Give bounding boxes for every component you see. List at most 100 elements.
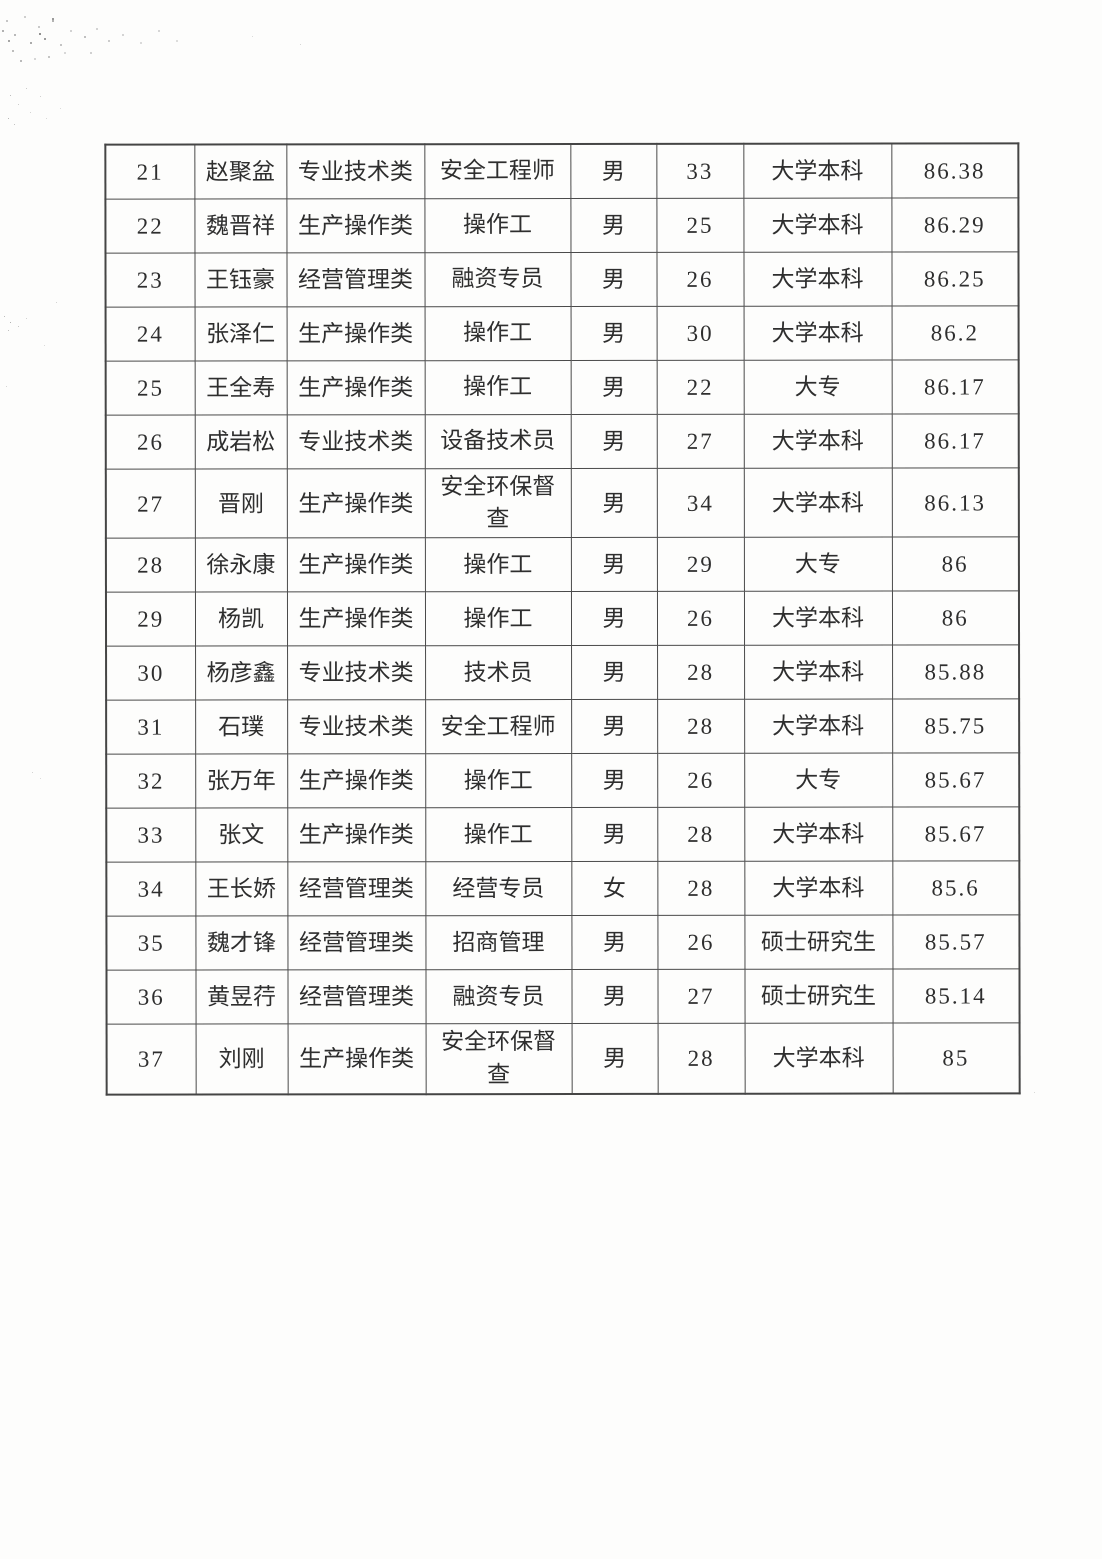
cell-age: 28 bbox=[657, 1023, 745, 1094]
cell-score: 86 bbox=[891, 537, 1019, 592]
table-row: 32 张万年 生产操作类 操作工 男 26 大专 85.67 bbox=[106, 753, 1020, 809]
cell-position: 安全环保督查 bbox=[425, 1023, 572, 1094]
cell-rank: 36 bbox=[106, 970, 196, 1025]
cell-category: 专业技术类 bbox=[287, 646, 426, 701]
cell-category: 经营管理类 bbox=[287, 970, 426, 1025]
cell-name: 张泽仁 bbox=[194, 306, 287, 362]
cell-name: 刘刚 bbox=[195, 1024, 288, 1095]
cell-education: 硕士研究生 bbox=[744, 915, 893, 970]
table-row: 29 杨凯 生产操作类 操作工 男 26 大学本科 86 bbox=[105, 591, 1020, 647]
cell-position-text: 操作工 bbox=[463, 374, 533, 400]
cell-age: 28 bbox=[657, 807, 745, 862]
cell-category: 生产操作类 bbox=[286, 468, 425, 539]
cell-education: 硕士研究生 bbox=[744, 969, 893, 1024]
cell-score: 85.57 bbox=[892, 915, 1020, 970]
cell-position: 操作工 bbox=[424, 198, 571, 253]
cell-name: 王长娇 bbox=[195, 862, 288, 917]
cell-position: 安全工程师 bbox=[424, 143, 571, 199]
cell-position-text: 操作工 bbox=[463, 605, 533, 631]
cell-score: 85.67 bbox=[892, 753, 1020, 808]
cell-age: 25 bbox=[656, 198, 744, 253]
table-row: 31 石璞 专业技术类 安全工程师 男 28 大学本科 85.75 bbox=[106, 699, 1020, 755]
cell-score: 86.25 bbox=[891, 251, 1019, 307]
cell-gender: 男 bbox=[570, 414, 657, 469]
cell-gender: 男 bbox=[571, 807, 658, 862]
cell-name: 晋刚 bbox=[194, 468, 287, 539]
cell-education: 大学本科 bbox=[743, 198, 892, 253]
cell-category: 经营管理类 bbox=[286, 252, 425, 307]
cell-gender: 男 bbox=[571, 645, 658, 700]
cell-education: 大专 bbox=[743, 537, 892, 592]
cell-age: 26 bbox=[656, 252, 744, 307]
cell-age: 27 bbox=[657, 969, 745, 1024]
cell-rank: 26 bbox=[105, 415, 195, 470]
cell-age: 26 bbox=[656, 591, 745, 646]
cell-age: 26 bbox=[657, 753, 745, 808]
cell-name: 赵聚盆 bbox=[194, 144, 287, 200]
cell-education: 大学本科 bbox=[743, 252, 892, 307]
cell-education: 大学本科 bbox=[744, 699, 893, 754]
cell-gender: 男 bbox=[571, 969, 658, 1024]
cell-category: 生产操作类 bbox=[286, 538, 425, 593]
cell-age: 26 bbox=[657, 915, 745, 970]
table-row: 23 王钰豪 经营管理类 融资专员 男 26 大学本科 86.25 bbox=[105, 251, 1019, 308]
cell-category: 生产操作类 bbox=[286, 306, 425, 361]
cell-category: 生产操作类 bbox=[286, 592, 426, 647]
cell-age: 33 bbox=[656, 143, 744, 199]
cell-position: 经营专员 bbox=[425, 861, 572, 917]
cell-name: 王钰豪 bbox=[194, 252, 287, 308]
cell-position: 技术员 bbox=[425, 645, 572, 701]
cell-position: 操作工 bbox=[424, 537, 571, 593]
cell-name: 杨凯 bbox=[194, 592, 288, 647]
cell-position: 操作工 bbox=[424, 360, 571, 415]
cell-education: 大学本科 bbox=[744, 807, 893, 862]
cell-position-text: 招商管理 bbox=[452, 929, 545, 955]
cell-rank: 28 bbox=[105, 538, 195, 593]
cell-age: 28 bbox=[657, 861, 745, 916]
cell-position-text: 操作工 bbox=[463, 767, 533, 793]
cell-gender: 男 bbox=[571, 915, 658, 970]
cell-score: 85.14 bbox=[892, 969, 1020, 1024]
cell-position-text: 融资专员 bbox=[451, 266, 544, 292]
table-row: 34 王长娇 经营管理类 经营专员 女 28 大学本科 85.6 bbox=[106, 861, 1020, 917]
table-row: 36 黄昱荇 经营管理类 融资专员 男 27 硕士研究生 85.14 bbox=[106, 969, 1020, 1025]
cell-position-text: 经营专员 bbox=[452, 875, 545, 901]
cell-name: 成岩松 bbox=[194, 414, 287, 470]
scan-noise-speckles-fine bbox=[0, 0, 1, 1]
cell-gender: 男 bbox=[570, 252, 657, 307]
cell-gender: 男 bbox=[571, 1023, 658, 1094]
cell-rank: 32 bbox=[106, 754, 196, 809]
cell-score: 86.13 bbox=[891, 467, 1019, 538]
cell-education: 大学本科 bbox=[743, 143, 892, 199]
cell-position: 安全环保督查 bbox=[424, 468, 571, 539]
cell-rank: 23 bbox=[105, 253, 195, 308]
cell-rank: 37 bbox=[106, 1024, 196, 1095]
cell-position-text: 融资专员 bbox=[452, 983, 545, 1009]
cell-gender: 男 bbox=[571, 699, 658, 754]
cell-age: 22 bbox=[656, 360, 744, 415]
cell-score: 86.17 bbox=[891, 413, 1019, 469]
cell-score: 86.38 bbox=[891, 143, 1019, 199]
cell-category: 经营管理类 bbox=[287, 862, 426, 917]
cell-score: 85.6 bbox=[892, 861, 1020, 916]
cell-age: 29 bbox=[656, 537, 744, 592]
cell-category: 生产操作类 bbox=[287, 754, 426, 809]
table-row: 22 魏晋祥 生产操作类 操作工 男 25 大学本科 86.29 bbox=[105, 197, 1019, 254]
cell-category: 生产操作类 bbox=[286, 360, 425, 415]
cell-education: 大学本科 bbox=[743, 306, 892, 361]
table-row: 28 徐永康 生产操作类 操作工 男 29 大专 86 bbox=[105, 537, 1019, 593]
cell-name: 张文 bbox=[195, 808, 288, 863]
cell-education: 大专 bbox=[744, 753, 893, 808]
cell-position-text: 安全环保督查 bbox=[441, 1029, 557, 1087]
cell-category: 生产操作类 bbox=[287, 808, 426, 863]
cell-gender: 男 bbox=[570, 591, 658, 646]
cell-position: 操作工 bbox=[424, 591, 572, 647]
cell-name: 黄昱荇 bbox=[195, 970, 288, 1025]
cell-position: 设备技术员 bbox=[424, 414, 571, 469]
cell-rank: 31 bbox=[106, 700, 196, 755]
cell-education: 大学本科 bbox=[744, 1023, 893, 1094]
cell-age: 27 bbox=[656, 414, 744, 469]
cell-position-text: 操作工 bbox=[463, 551, 533, 577]
cell-rank: 29 bbox=[105, 592, 196, 647]
cell-name: 杨彦鑫 bbox=[195, 646, 288, 701]
